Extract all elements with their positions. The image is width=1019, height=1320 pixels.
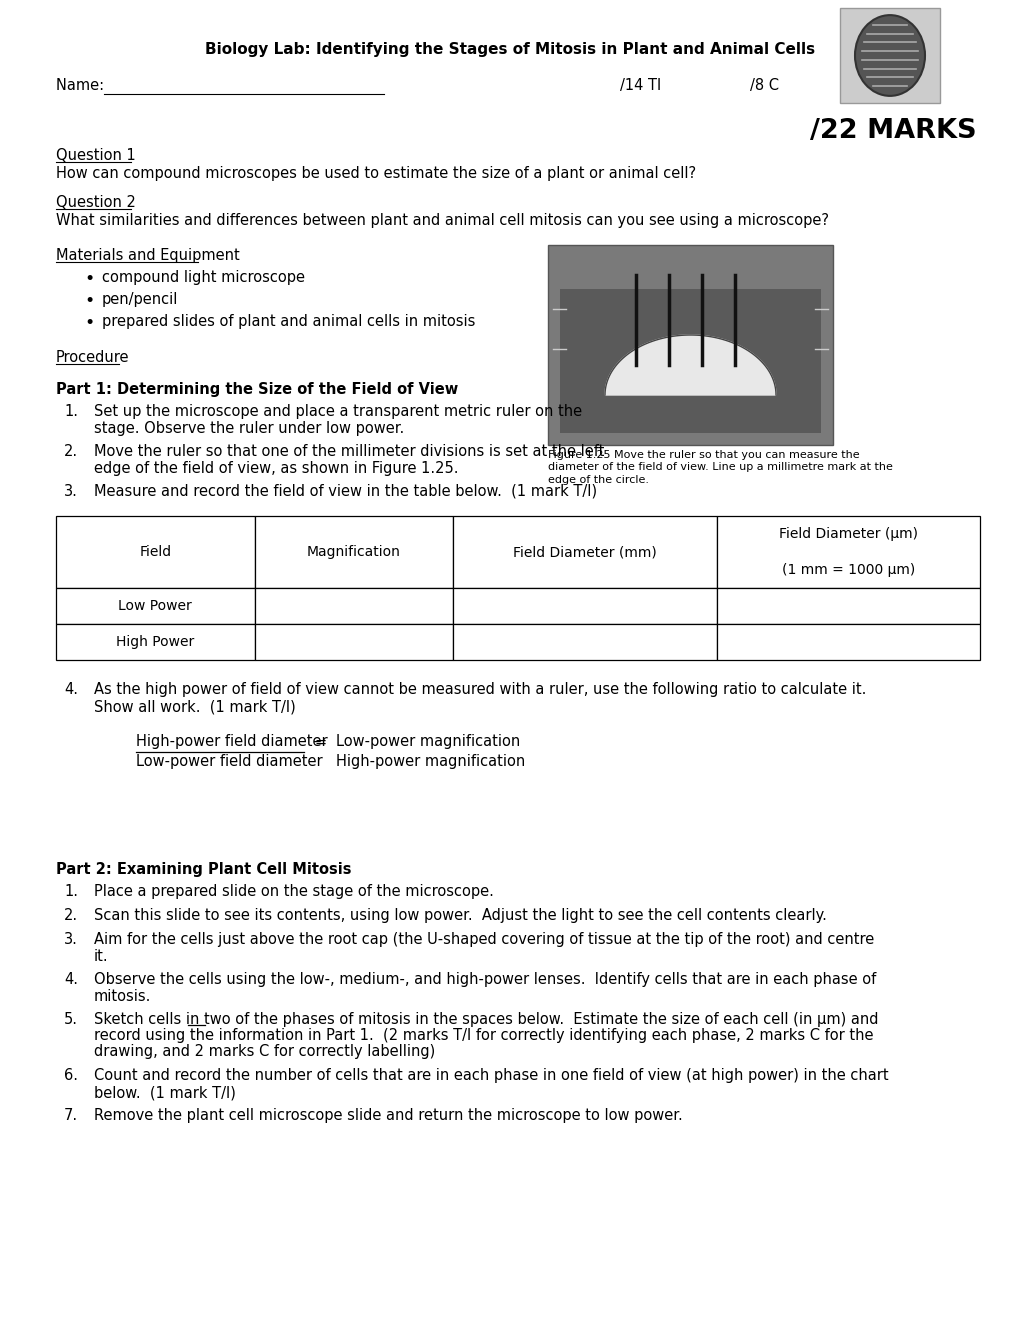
Text: Observe the cells using the low-, medium-, and high-power lenses.  Identify cell: Observe the cells using the low-, medium…	[94, 972, 875, 1005]
Text: prepared slides of plant and animal cells in mitosis: prepared slides of plant and animal cell…	[102, 314, 475, 329]
Text: Remove the plant cell microscope slide and return the microscope to low power.: Remove the plant cell microscope slide a…	[94, 1107, 682, 1123]
Text: /14 TI: /14 TI	[620, 78, 660, 92]
Bar	[716, 516, 979, 587]
Bar	[452, 587, 716, 624]
Text: As the high power of field of view cannot be measured with a ruler, use the foll: As the high power of field of view canno…	[94, 682, 865, 714]
Text: Low-power field diameter: Low-power field diameter	[136, 754, 322, 770]
Text: 4.: 4.	[64, 682, 77, 697]
Text: record using the information in Part 1.  (2 marks T/I for correctly identifying : record using the information in Part 1. …	[94, 1028, 872, 1043]
Text: What similarities and differences between plant and animal cell mitosis can you : What similarities and differences betwee…	[56, 213, 828, 228]
Text: /22 MARKS: /22 MARKS	[809, 117, 975, 144]
Bar	[56, 624, 255, 660]
Bar	[56, 587, 255, 624]
Text: 4.: 4.	[64, 972, 77, 987]
Bar	[547, 246, 833, 445]
Text: 7.: 7.	[64, 1107, 77, 1123]
Text: High Power: High Power	[116, 635, 195, 649]
Bar	[255, 587, 452, 624]
Text: Field Diameter (mm): Field Diameter (mm)	[513, 545, 656, 558]
Text: Question 1: Question 1	[56, 148, 136, 162]
Text: pen/pencil: pen/pencil	[102, 292, 178, 308]
Text: 2.: 2.	[64, 444, 77, 459]
Text: Measure and record the field of view in the table below.  (1 mark T/I): Measure and record the field of view in …	[94, 484, 596, 499]
Bar	[255, 516, 452, 587]
Text: /8 C: /8 C	[749, 78, 779, 92]
Text: Place a prepared slide on the stage of the microscope.: Place a prepared slide on the stage of t…	[94, 884, 493, 899]
Text: Name:: Name:	[56, 78, 109, 92]
Text: 3.: 3.	[64, 932, 77, 946]
Text: 1.: 1.	[64, 884, 77, 899]
Text: High-power field diameter: High-power field diameter	[136, 734, 327, 748]
Ellipse shape	[854, 15, 924, 96]
Text: compound light microscope: compound light microscope	[102, 271, 305, 285]
Text: drawing, and 2 marks C for correctly labelling): drawing, and 2 marks C for correctly lab…	[94, 1044, 435, 1059]
Text: How can compound microscopes be used to estimate the size of a plant or animal c: How can compound microscopes be used to …	[56, 166, 695, 181]
Text: Low Power: Low Power	[118, 599, 192, 612]
Text: Figure 1.25 Move the ruler so that you can measure the
diameter of the field of : Figure 1.25 Move the ruler so that you c…	[547, 450, 892, 484]
Text: Biology Lab: Identifying the Stages of Mitosis in Plant and Animal Cells: Biology Lab: Identifying the Stages of M…	[205, 42, 814, 57]
Bar	[716, 624, 979, 660]
Text: 6.: 6.	[64, 1068, 77, 1082]
Text: Count and record the number of cells that are in each phase in one field of view: Count and record the number of cells tha…	[94, 1068, 888, 1101]
Text: Field: Field	[140, 545, 171, 558]
Text: Low-power magnification: Low-power magnification	[335, 734, 520, 748]
Text: Set up the microscope and place a transparent metric ruler on the
stage. Observe: Set up the microscope and place a transp…	[94, 404, 582, 437]
Text: Part 1: Determining the Size of the Field of View: Part 1: Determining the Size of the Fiel…	[56, 381, 458, 397]
Text: 3.: 3.	[64, 484, 77, 499]
Text: Move the ruler so that one of the millimeter divisions is set at the left
edge o: Move the ruler so that one of the millim…	[94, 444, 604, 477]
Bar	[840, 8, 940, 103]
Text: 1.: 1.	[64, 404, 77, 418]
Text: 2.: 2.	[64, 908, 77, 923]
Bar	[452, 516, 716, 587]
Text: •: •	[84, 271, 94, 288]
Text: High-power magnification: High-power magnification	[335, 754, 525, 770]
Bar	[559, 289, 820, 433]
Text: Scan this slide to see its contents, using low power.  Adjust the light to see t: Scan this slide to see its contents, usi…	[94, 908, 826, 923]
Text: 5.: 5.	[64, 1012, 77, 1027]
Bar	[452, 624, 716, 660]
Text: Part 2: Examining Plant Cell Mitosis: Part 2: Examining Plant Cell Mitosis	[56, 862, 352, 876]
Text: Materials and Equipment: Materials and Equipment	[56, 248, 239, 263]
Bar	[255, 624, 452, 660]
Text: =: =	[314, 734, 326, 750]
Text: Aim for the cells just above the root cap (the U-shaped covering of tissue at th: Aim for the cells just above the root ca…	[94, 932, 873, 965]
Polygon shape	[604, 335, 775, 395]
Bar	[56, 516, 255, 587]
Text: Magnification: Magnification	[307, 545, 400, 558]
Text: •: •	[84, 314, 94, 333]
Text: Procedure: Procedure	[56, 350, 129, 366]
Text: Question 2: Question 2	[56, 195, 136, 210]
Text: •: •	[84, 292, 94, 310]
Text: Field Diameter (μm)

(1 mm = 1000 μm): Field Diameter (μm) (1 mm = 1000 μm)	[779, 527, 917, 577]
Text: Sketch cells in two of the phases of mitosis in the spaces below.  Estimate the : Sketch cells in two of the phases of mit…	[94, 1012, 877, 1027]
Bar	[716, 587, 979, 624]
